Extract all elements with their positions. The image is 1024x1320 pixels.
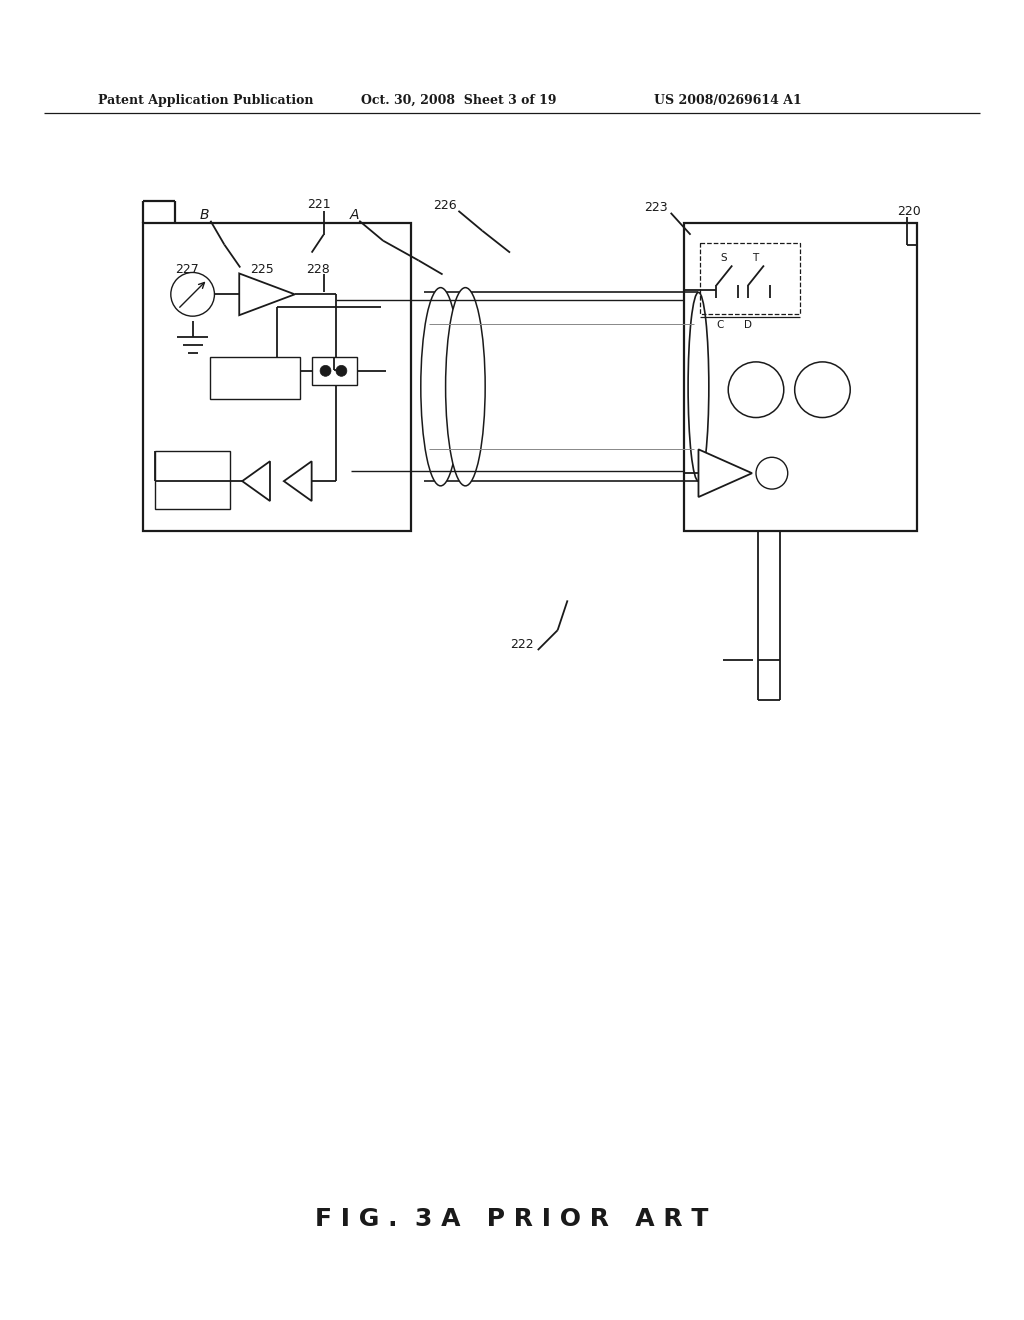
Text: US 2008/0269614 A1: US 2008/0269614 A1 [654,94,802,107]
Text: D: D [744,321,752,330]
Text: A: A [349,207,358,222]
Bar [700,243,800,314]
Text: S: S [720,252,727,263]
Text: 227: 227 [175,263,199,276]
Text: F I G .  3 A   P R I O R   A R T: F I G . 3 A P R I O R A R T [315,1206,709,1230]
Text: 223: 223 [644,201,668,214]
Polygon shape [240,273,295,315]
Circle shape [795,362,850,417]
Bar [211,356,300,399]
Bar [684,223,916,531]
Text: B: B [200,207,209,222]
Ellipse shape [445,288,485,486]
Circle shape [728,362,783,417]
Bar [143,223,411,531]
Circle shape [756,457,787,490]
Text: Patent Application Publication: Patent Application Publication [98,94,314,107]
Circle shape [321,366,331,376]
Bar [155,451,230,510]
Text: 228: 228 [306,263,330,276]
Text: 225: 225 [250,263,273,276]
Circle shape [336,366,347,376]
Circle shape [171,272,214,317]
Text: T: T [752,252,759,263]
Polygon shape [243,461,270,502]
Ellipse shape [421,288,461,486]
Ellipse shape [688,292,709,480]
Text: C: C [717,321,724,330]
Bar [311,356,357,384]
Text: 222: 222 [510,638,534,651]
Polygon shape [284,461,311,502]
Text: 221: 221 [306,198,331,211]
Text: 226: 226 [433,199,457,213]
Text: Oct. 30, 2008  Sheet 3 of 19: Oct. 30, 2008 Sheet 3 of 19 [361,94,557,107]
Polygon shape [698,449,752,498]
Text: 220: 220 [897,205,921,218]
